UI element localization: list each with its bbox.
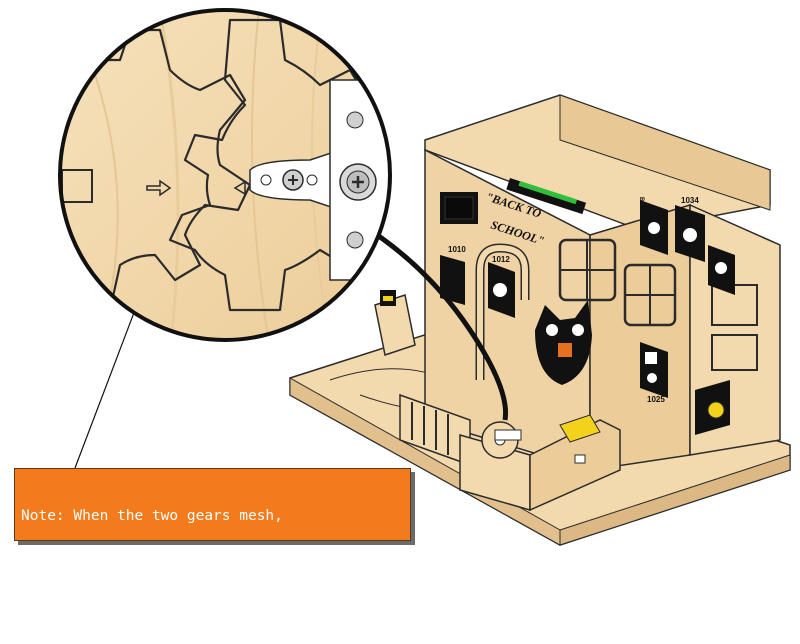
magnified-gear-view xyxy=(58,8,392,342)
label-1012: 1012 xyxy=(492,255,510,264)
label-1034: 1034 xyxy=(681,196,699,205)
front-fence xyxy=(399,393,621,512)
module-1010 xyxy=(440,255,465,305)
label-1025: 1025 xyxy=(647,395,665,404)
module-1034 xyxy=(675,205,705,262)
arch-structure xyxy=(374,243,530,380)
right-arrow-icon xyxy=(146,179,172,197)
button-module xyxy=(695,380,730,435)
label-1010: 1010 xyxy=(448,245,466,254)
note-line-3: parallel, you install them correctly xyxy=(21,610,336,626)
leader-line-note xyxy=(74,309,136,469)
sensor-modules xyxy=(440,200,735,435)
left-arrow-icon xyxy=(233,180,246,196)
label-bus-left: BUS I2C xyxy=(638,197,644,221)
servo-horn xyxy=(249,149,356,211)
servo-body xyxy=(329,79,390,281)
module-bus-left xyxy=(640,200,668,255)
module-1012 xyxy=(488,262,515,318)
assembly-diagram: "BACK TO SCHOOL" xyxy=(58,8,791,546)
note-line-2: if the arrows are facing each other and xyxy=(21,559,362,575)
note-line-1: Note: When the two gears mesh, xyxy=(21,508,283,524)
cat-face-module xyxy=(535,300,592,385)
screw-icon xyxy=(352,176,364,188)
leader-curve xyxy=(368,227,509,421)
module-1025 xyxy=(640,342,668,398)
installation-note: Note: When the two gears mesh, if the ar… xyxy=(14,468,411,626)
module-bus-right xyxy=(708,245,735,295)
